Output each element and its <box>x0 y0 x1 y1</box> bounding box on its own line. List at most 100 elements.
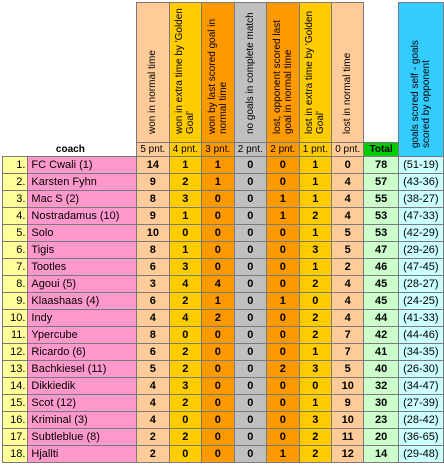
header-lost-extra: lost in extra time by 'Golden Goal' <box>298 2 333 143</box>
goals-cell: (44-46) <box>397 326 444 344</box>
goals-cell: (42-29) <box>397 224 444 242</box>
lost-normal-cell: 2 <box>330 258 365 276</box>
lost-normal-cell: 5 <box>330 241 365 259</box>
lost-last-cell: 0 <box>266 224 300 242</box>
won-normal-cell: 9 <box>136 207 170 225</box>
lost-extra-cell: 2 <box>298 207 333 225</box>
rank-cell: 18. <box>1 445 29 463</box>
coach-name: Tigis <box>27 241 138 259</box>
coach-name: Agoui (5) <box>27 275 138 293</box>
total-cell: 46 <box>363 258 399 276</box>
table-row: 3. Mac S (2) 8 3 0 0 1 1 4 55 (38-27) <box>1 190 444 208</box>
won-normal-cell: 6 <box>136 258 170 276</box>
lost-extra-cell: 1 <box>298 394 333 412</box>
rank-cell: 15. <box>1 394 29 412</box>
table-row: 7. Tootles 6 3 0 0 0 1 2 46 (47-45) <box>1 258 444 276</box>
coach-name: Hjallti <box>27 445 138 463</box>
no-goals-cell: 0 <box>233 241 268 259</box>
no-goals-cell: 0 <box>233 258 268 276</box>
lost-normal-cell: 4 <box>330 309 365 327</box>
won-last-cell: 0 <box>201 445 235 463</box>
table-row: 11. Ypercube 8 0 0 0 0 2 7 42 (44-46) <box>1 326 444 344</box>
won-last-cell: 0 <box>201 360 235 378</box>
won-normal-cell: 8 <box>136 326 170 344</box>
rank-cell: 9. <box>1 292 29 310</box>
lost-extra-cell: 3 <box>298 360 333 378</box>
lost-normal-cell: 4 <box>330 173 365 191</box>
no-goals-cell: 0 <box>233 360 268 378</box>
won-last-cell: 0 <box>201 411 235 429</box>
total-cell: 32 <box>363 377 399 395</box>
points-1: 1 pnt. <box>298 142 333 157</box>
won-last-cell: 0 <box>201 377 235 395</box>
coach-name: Ricardo (6) <box>27 343 138 361</box>
won-extra-cell: 3 <box>168 258 203 276</box>
goals-cell: (34-35) <box>397 343 444 361</box>
lost-extra-cell: 3 <box>298 241 333 259</box>
won-extra-cell: 0 <box>168 445 203 463</box>
table-row: 15. Scot (12) 4 2 0 0 0 1 9 30 (27-39) <box>1 394 444 412</box>
lost-normal-cell: 9 <box>330 394 365 412</box>
lost-extra-cell: 1 <box>298 343 333 361</box>
table-row: 9. Klaashaas (4) 6 2 1 0 1 0 4 45 (24-25) <box>1 292 444 310</box>
rank-cell: 6. <box>1 241 29 259</box>
lost-last-cell: 1 <box>266 190 300 208</box>
lost-normal-cell: 5 <box>330 224 365 242</box>
coach-name: Subtleblue (8) <box>27 428 138 446</box>
lost-normal-cell: 12 <box>330 445 365 463</box>
lost-normal-cell: 10 <box>330 411 365 429</box>
won-normal-cell: 10 <box>136 224 170 242</box>
coach-name: Nostradamus (10) <box>27 207 138 225</box>
table-row: 13. Bachkiesel (11) 5 2 0 0 2 3 5 40 (26-30) <box>1 360 444 378</box>
lost-last-cell: 0 <box>266 156 300 174</box>
table-row: 12. Ricardo (6) 6 2 0 0 0 1 7 41 (34-35) <box>1 343 444 361</box>
won-extra-cell: 2 <box>168 173 203 191</box>
won-last-cell: 4 <box>201 275 235 293</box>
lost-normal-cell: 7 <box>330 343 365 361</box>
table-row: 10. Indy 4 4 2 0 0 2 4 44 (41-33) <box>1 309 444 327</box>
coach-name: Tootles <box>27 258 138 276</box>
total-cell: 78 <box>363 156 399 174</box>
won-last-cell: 0 <box>201 207 235 225</box>
total-cell: 20 <box>363 428 399 446</box>
won-normal-cell: 9 <box>136 173 170 191</box>
total-cell: 57 <box>363 173 399 191</box>
coach-name: Kriminal (3) <box>27 411 138 429</box>
coach-name: FC Cwali (1) <box>27 156 138 174</box>
won-normal-cell: 4 <box>136 309 170 327</box>
won-normal-cell: 2 <box>136 445 170 463</box>
won-extra-cell: 2 <box>168 394 203 412</box>
won-extra-cell: 0 <box>168 411 203 429</box>
coach-name: Indy <box>27 309 138 327</box>
won-last-cell: 0 <box>201 428 235 446</box>
won-extra-cell: 0 <box>168 224 203 242</box>
lost-last-cell: 0 <box>266 377 300 395</box>
won-last-cell: 0 <box>201 258 235 276</box>
no-goals-cell: 0 <box>233 292 268 310</box>
lost-normal-cell: 4 <box>330 190 365 208</box>
won-extra-cell: 2 <box>168 360 203 378</box>
lost-extra-cell: 2 <box>298 326 333 344</box>
no-goals-cell: 0 <box>233 377 268 395</box>
lost-extra-cell: 2 <box>298 275 333 293</box>
table-row: 4. Nostradamus (10) 9 1 0 0 1 2 4 53 (47-33) <box>1 207 444 225</box>
standings-body: 1. FC Cwali (1) 14 1 1 0 0 1 0 78 (51-19) 2. Karsten… <box>1 156 444 463</box>
lost-last-cell: 0 <box>266 428 300 446</box>
lost-normal-cell: 4 <box>330 207 365 225</box>
total-cell: 30 <box>363 394 399 412</box>
goals-cell: (28-27) <box>397 275 444 293</box>
coach-name: Ypercube <box>27 326 138 344</box>
coach-name: Klaashaas (4) <box>27 292 138 310</box>
goals-cell: (29-48) <box>397 445 444 463</box>
goals-cell: (27-39) <box>397 394 444 412</box>
won-extra-cell: 0 <box>168 326 203 344</box>
points-4: 4 pnt. <box>168 142 203 157</box>
won-normal-cell: 4 <box>136 411 170 429</box>
won-last-cell: 1 <box>201 292 235 310</box>
lost-last-cell: 0 <box>266 411 300 429</box>
lost-extra-cell: 1 <box>298 156 333 174</box>
won-last-cell: 0 <box>201 326 235 344</box>
total-cell: 45 <box>363 275 399 293</box>
won-normal-cell: 6 <box>136 343 170 361</box>
total-cell: 14 <box>363 445 399 463</box>
